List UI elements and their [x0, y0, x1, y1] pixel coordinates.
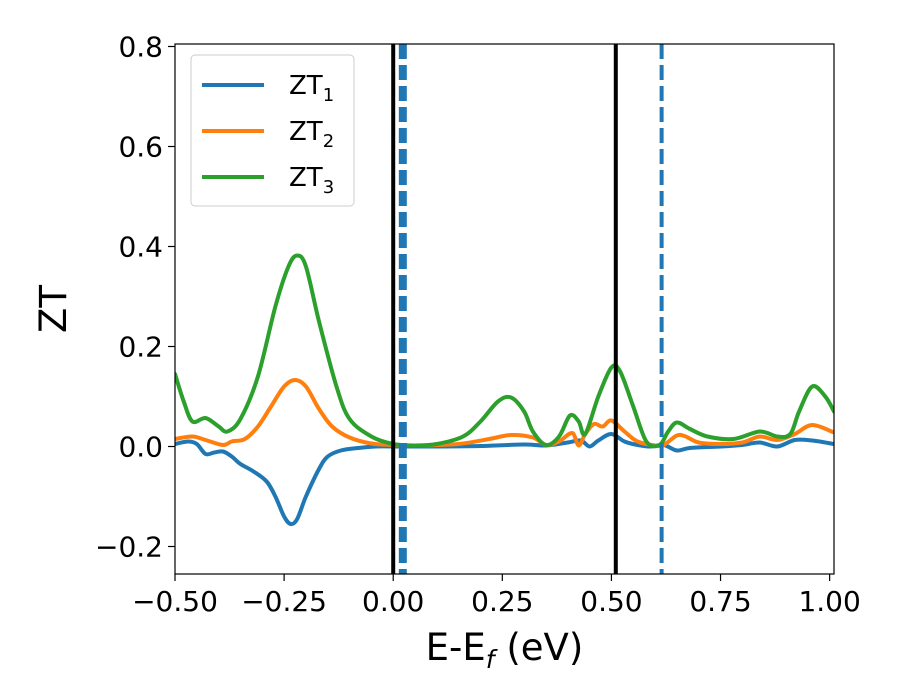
- series-line-zt2: [175, 378, 834, 449]
- legend-label-zt3: ZT3: [289, 163, 334, 198]
- x-tick-label: −0.50: [132, 585, 218, 618]
- series-line-zt1: [175, 432, 834, 527]
- y-tick-label: 0.4: [118, 231, 163, 264]
- y-axis-label: ZT: [32, 285, 75, 333]
- x-tick-label: 0.50: [580, 585, 642, 618]
- x-tick-label: 0.00: [362, 585, 424, 618]
- x-tick-label: 0.75: [689, 585, 751, 618]
- legend-box: [190, 54, 355, 207]
- y-tick-label: 0.6: [118, 131, 163, 164]
- legend: ZT1 ZT2 ZT3: [190, 54, 355, 207]
- legend-label-zt1: ZT1: [289, 71, 334, 106]
- plot-frame: [174, 43, 835, 575]
- legend-label-zt2: ZT2: [289, 117, 334, 152]
- series-line-zt3: [175, 253, 834, 449]
- y-tick-label: 0.2: [118, 331, 163, 364]
- y-tick-label: 0.0: [118, 431, 163, 464]
- y-tick-label: 0.8: [118, 31, 163, 64]
- y-tick-label: −0.2: [95, 531, 163, 564]
- x-tick-label: −0.25: [241, 585, 327, 618]
- x-axis-label: E-Ef (eV): [426, 626, 584, 674]
- x-tick-label: 1.00: [798, 585, 860, 618]
- x-tick-label: 0.25: [471, 585, 533, 618]
